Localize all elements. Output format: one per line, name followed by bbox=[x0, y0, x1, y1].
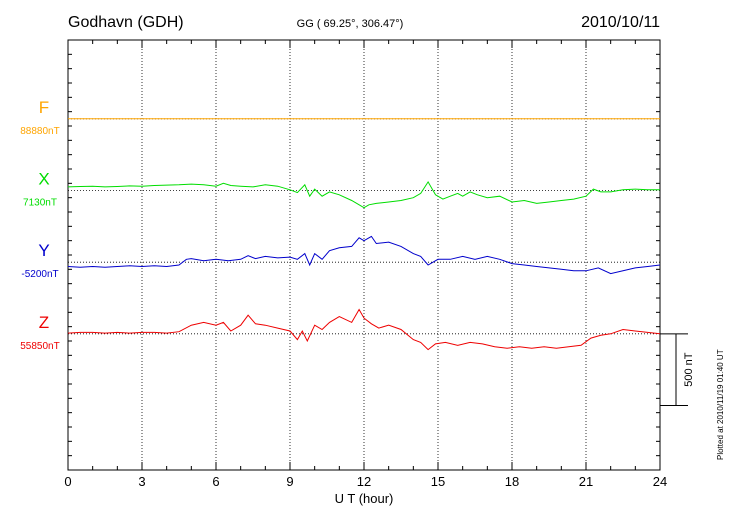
series-y-name: Y bbox=[38, 241, 49, 260]
x-tick-label: 18 bbox=[505, 474, 519, 489]
grid bbox=[141, 40, 587, 470]
series-f-name: F bbox=[39, 98, 49, 117]
x-tick-label: 21 bbox=[579, 474, 593, 489]
series-labels: F 88880nT X 7130nT Y -5200nT Z 55850nT bbox=[20, 98, 59, 352]
station-coords: GG ( 69.25°, 306.47°) bbox=[297, 18, 404, 30]
x-tick-label: 3 bbox=[138, 474, 145, 489]
series-y-line bbox=[67, 235, 661, 275]
series-z-name: Z bbox=[39, 313, 49, 332]
station-title: Godhavn (GDH) bbox=[68, 14, 184, 31]
plot-frame bbox=[67, 39, 661, 471]
x-tick-label: 0 bbox=[64, 474, 71, 489]
series-group bbox=[67, 118, 661, 351]
x-axis-label: U T (hour) bbox=[335, 491, 394, 506]
x-tick-label: 9 bbox=[286, 474, 293, 489]
series-y-baseline-value: -5200nT bbox=[21, 269, 58, 280]
x-tick-label: 24 bbox=[653, 474, 667, 489]
plot-date: 2010/10/11 bbox=[581, 14, 660, 31]
x-tick-label: 15 bbox=[431, 474, 445, 489]
series-x-name: X bbox=[38, 170, 49, 189]
x-tick-label: 12 bbox=[357, 474, 371, 489]
scale-bar: 500 nT bbox=[660, 333, 695, 406]
x-axis-ticks: 0 3 6 9 12 15 18 21 24 bbox=[64, 39, 667, 489]
x-tick-label: 6 bbox=[212, 474, 219, 489]
series-z-baseline-value: 55850nT bbox=[20, 341, 59, 352]
series-x-baseline-value: 7130nT bbox=[23, 198, 57, 209]
series-z-line bbox=[67, 308, 661, 351]
series-x-line bbox=[67, 180, 660, 209]
series-f-baseline-value: 88880nT bbox=[20, 126, 59, 137]
plotted-note: Plotted at 2010/11/19 01:40 UT bbox=[716, 349, 725, 460]
scale-bar-label: 500 nT bbox=[683, 352, 695, 387]
